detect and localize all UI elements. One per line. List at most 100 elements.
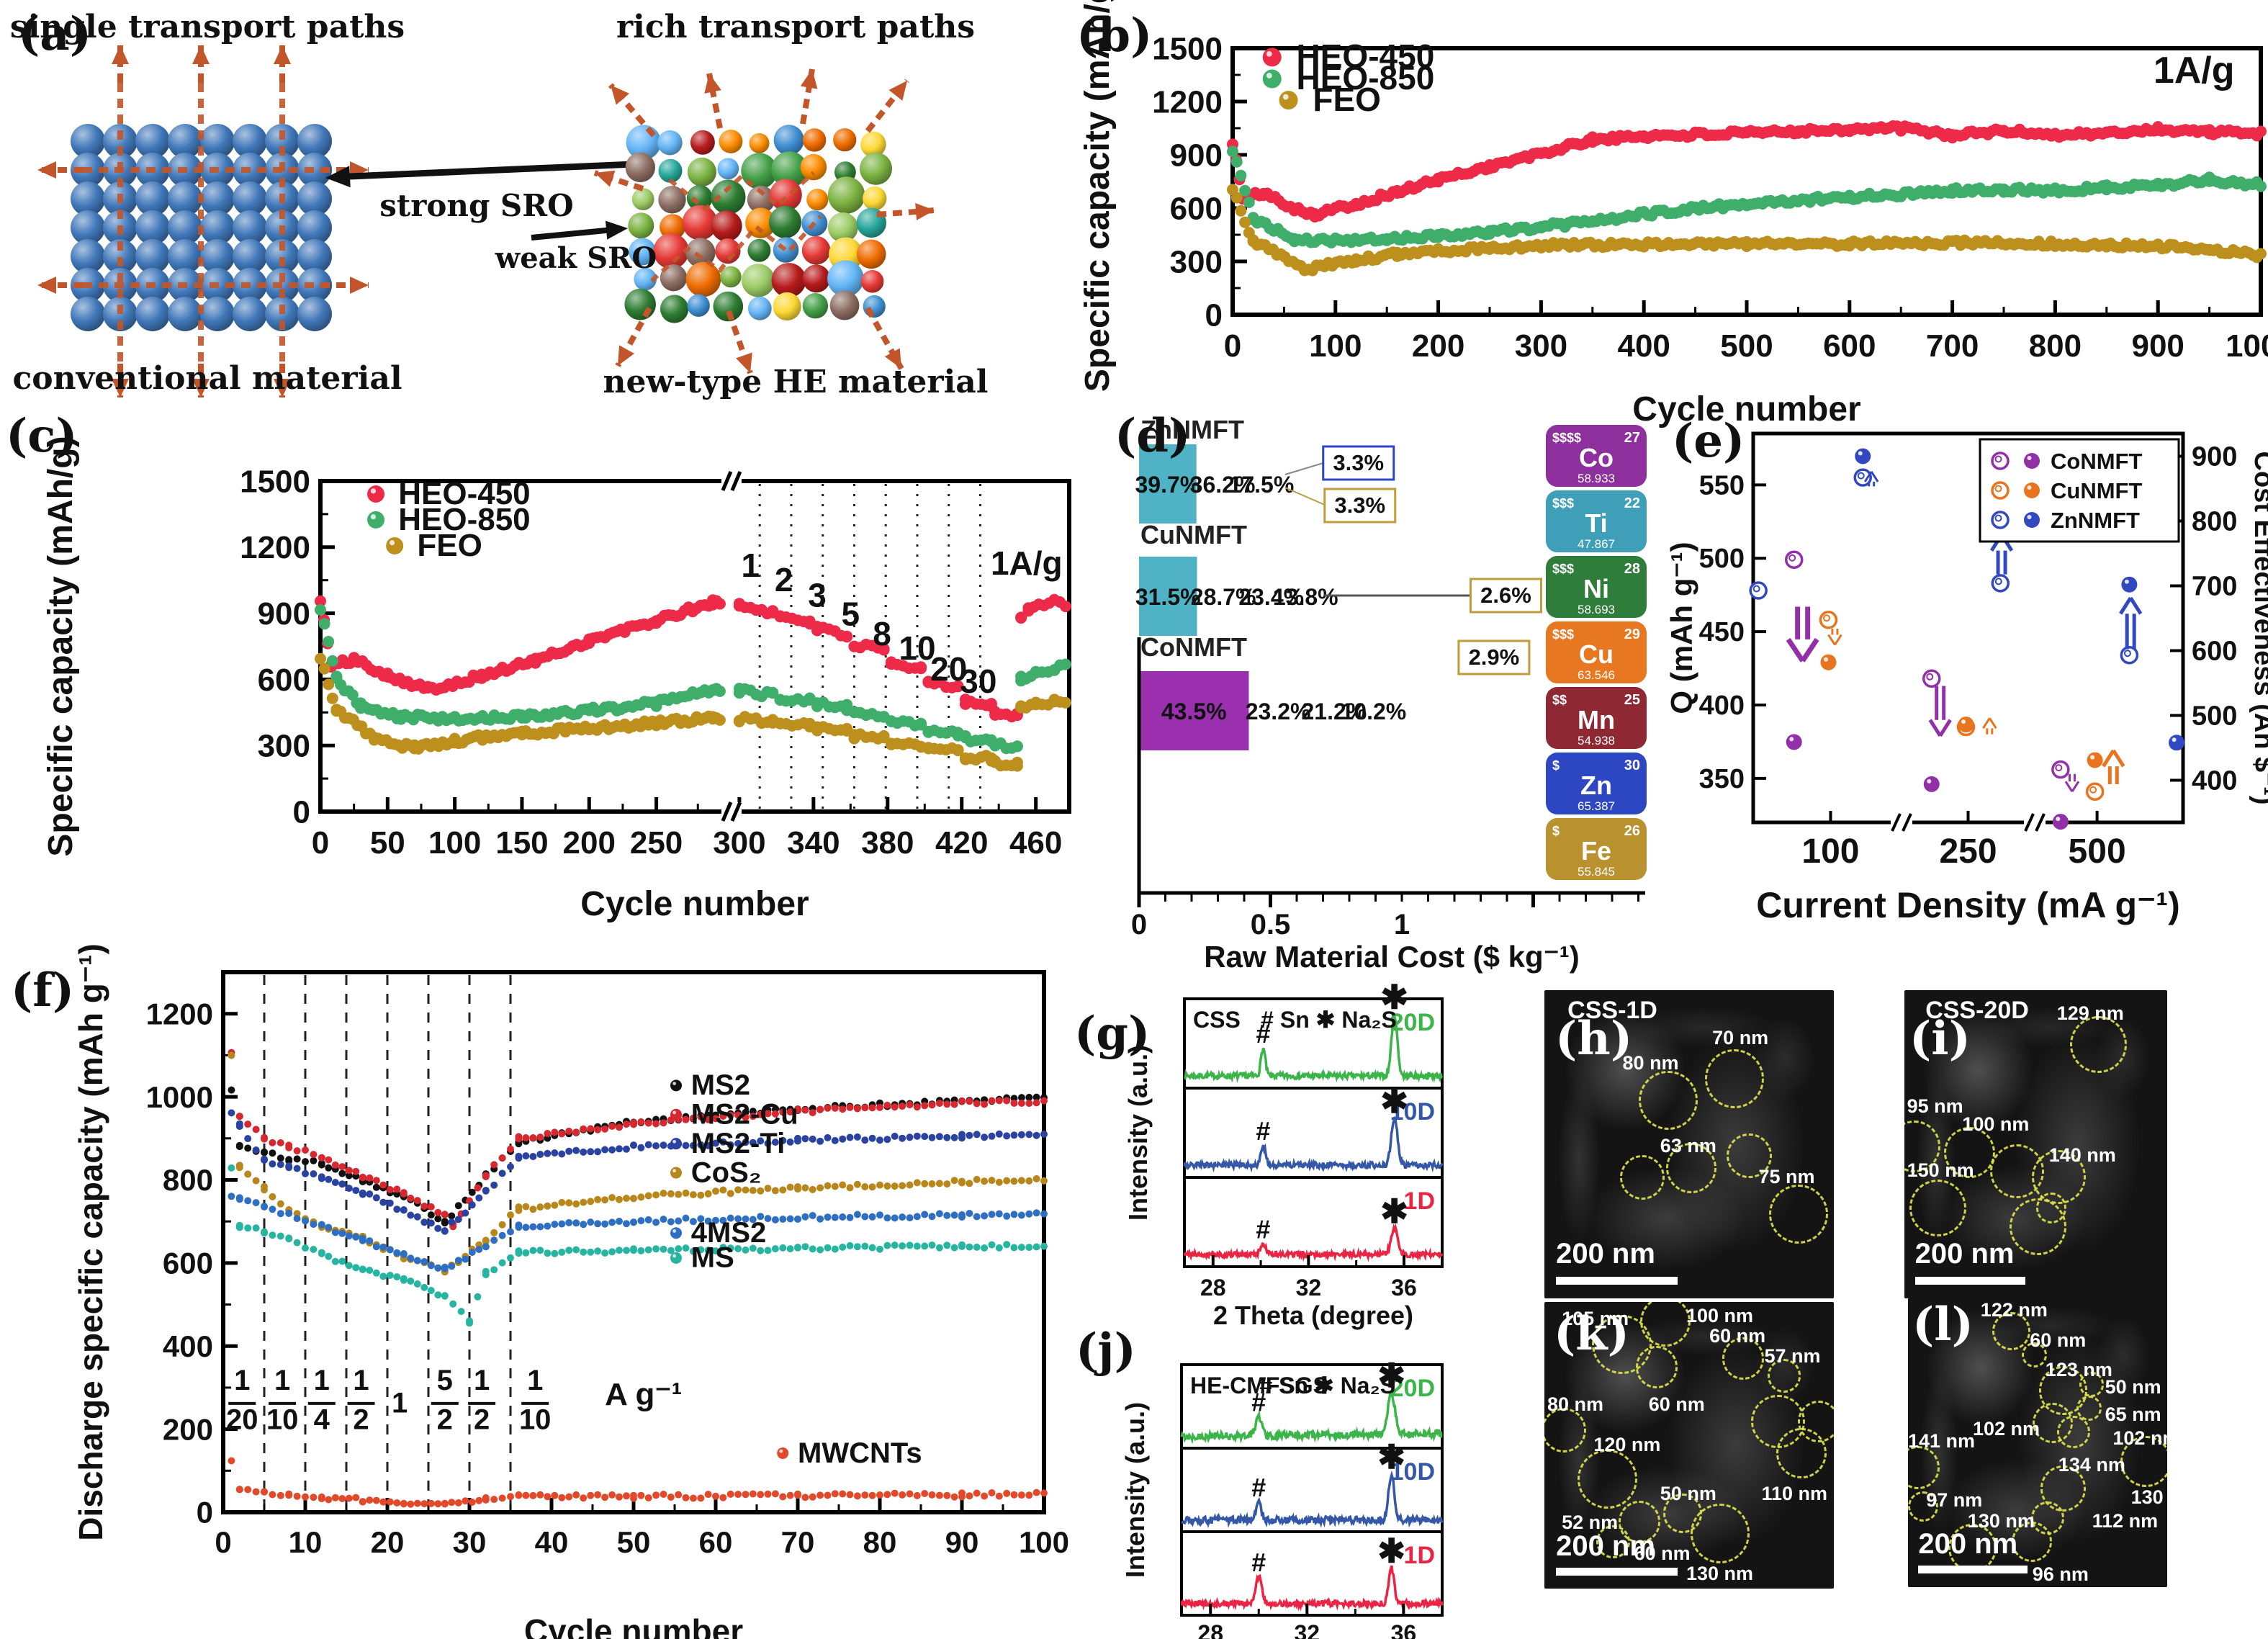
particle-circle bbox=[1908, 1446, 1940, 1490]
particle-size-label: 70 nm bbox=[1712, 1027, 1769, 1049]
svg-text:A g⁻¹: A g⁻¹ bbox=[605, 1377, 682, 1412]
svg-text:10: 10 bbox=[266, 1404, 299, 1436]
svg-text:Ni: Ni bbox=[1583, 574, 1609, 603]
svg-text:600: 600 bbox=[163, 1247, 213, 1280]
particle-circle bbox=[2057, 1415, 2090, 1449]
svg-text:2: 2 bbox=[437, 1404, 453, 1436]
particle-circle bbox=[1722, 1337, 1765, 1380]
particle-circle bbox=[2035, 1193, 2066, 1223]
particle-circle bbox=[1638, 1070, 1698, 1130]
svg-text:$$$: $$$ bbox=[1552, 627, 1574, 642]
series-MS2-Ti bbox=[228, 1109, 1048, 1235]
particle-circle bbox=[2076, 1396, 2102, 1422]
particle-size-label: 141 nm bbox=[1908, 1429, 1976, 1452]
svg-text:17.5%: 17.5% bbox=[1229, 472, 1295, 498]
svg-text:Raw Material Cost ($ kg⁻¹): Raw Material Cost ($ kg⁻¹) bbox=[1204, 940, 1580, 974]
series-HEO-850 bbox=[315, 604, 1071, 755]
svg-text:Fe: Fe bbox=[1581, 836, 1611, 866]
particle-circle bbox=[2069, 1016, 2127, 1074]
particle-size-label: 60 nm bbox=[2030, 1329, 2087, 1351]
svg-text:150: 150 bbox=[495, 825, 548, 861]
particle-circle bbox=[1943, 1126, 1996, 1179]
svg-text:10: 10 bbox=[899, 629, 935, 667]
particle-circle bbox=[1618, 1501, 1660, 1543]
svg-text:23.4%: 23.4% bbox=[1238, 584, 1304, 610]
particle-circle bbox=[2120, 1436, 2167, 1488]
svg-text:#: # bbox=[1256, 1215, 1270, 1244]
svg-text:80: 80 bbox=[863, 1525, 897, 1559]
chart-b: 0 100 200 300 400 500 600 700 800 900 1000 0 300 600 9… bbox=[1079, 0, 2268, 428]
svg-text:MS2: MS2 bbox=[691, 1069, 750, 1101]
svg-text:✱: ✱ bbox=[1377, 1532, 1405, 1570]
particle-size-label: 80 nm bbox=[1622, 1051, 1679, 1074]
particle-circle bbox=[1909, 1180, 1967, 1237]
svg-text:#: # bbox=[1256, 1019, 1270, 1048]
svg-text:20: 20 bbox=[226, 1404, 258, 1436]
svg-text:31.5%: 31.5% bbox=[1135, 584, 1201, 610]
particle-size-label: 122 nm bbox=[1980, 1299, 2048, 1321]
svg-text:rich transport paths: rich transport paths bbox=[616, 9, 975, 45]
particle-size-label: 63 nm bbox=[1660, 1135, 1716, 1157]
particle-circle bbox=[1691, 1504, 1750, 1563]
particle-circle bbox=[1705, 1048, 1765, 1109]
series-FEO bbox=[1227, 184, 2267, 277]
panel-k-tem-image: 105 nm 100 nm 60 nm 57 nm 80 nm 60 nm 120 nm 50… bbox=[1544, 1302, 1834, 1589]
bar-CoNMFT bbox=[1139, 671, 1249, 750]
particle-size-label: 52 nm bbox=[1562, 1511, 1619, 1533]
svg-text:27: 27 bbox=[1624, 430, 1640, 446]
svg-text:1A/g: 1A/g bbox=[991, 544, 1063, 582]
svg-text:36: 36 bbox=[1391, 1620, 1417, 1639]
svg-text:100: 100 bbox=[428, 825, 481, 861]
svg-text:Specific capacity (mAh/g): Specific capacity (mAh/g) bbox=[42, 436, 80, 856]
particle-circle bbox=[1908, 1491, 1938, 1522]
particle-circle bbox=[1767, 1359, 1801, 1393]
svg-text:28: 28 bbox=[1200, 1275, 1226, 1301]
svg-text:✱: ✱ bbox=[1377, 1357, 1405, 1394]
particle-circle bbox=[1592, 1314, 1652, 1374]
svg-text:58.693: 58.693 bbox=[1578, 603, 1615, 616]
svg-text:1200: 1200 bbox=[146, 997, 213, 1030]
svg-text:60: 60 bbox=[699, 1525, 733, 1559]
particle-size-label: 95 nm bbox=[1907, 1095, 1963, 1117]
svg-text:400: 400 bbox=[163, 1329, 213, 1363]
svg-text:# Sn ✱ Na₂S: # Sn ✱ Na₂S bbox=[1261, 1007, 1397, 1033]
scalebar-label: 200 nm bbox=[1556, 1238, 1655, 1270]
svg-text:250: 250 bbox=[1939, 832, 1997, 871]
svg-text:460: 460 bbox=[1009, 825, 1062, 861]
svg-text:65.387: 65.387 bbox=[1578, 799, 1615, 813]
svg-text:1: 1 bbox=[474, 1365, 490, 1396]
svg-text:$: $ bbox=[1552, 824, 1560, 838]
svg-text:✱: ✱ bbox=[1380, 1082, 1408, 1120]
panel-letter-j: (j) bbox=[1076, 1324, 1136, 1378]
svg-text:$$$: $$$ bbox=[1552, 496, 1574, 511]
svg-text:1D: 1D bbox=[1404, 1542, 1435, 1569]
svg-text:58.933: 58.933 bbox=[1578, 472, 1615, 485]
xrd-trace-10D bbox=[1183, 1116, 1444, 1173]
xrd-trace-20D bbox=[1180, 1390, 1443, 1445]
svg-text:70: 70 bbox=[781, 1525, 815, 1559]
svg-text:900: 900 bbox=[2131, 328, 2184, 364]
svg-text:50: 50 bbox=[370, 825, 405, 861]
svg-text:28.7%: 28.7% bbox=[1191, 584, 1256, 610]
svg-text:36.2%: 36.2% bbox=[1190, 472, 1256, 498]
scalebar bbox=[1556, 1568, 1678, 1576]
svg-text:36: 36 bbox=[1391, 1275, 1417, 1301]
svg-text:700: 700 bbox=[2192, 572, 2237, 602]
svg-text:Cycle number: Cycle number bbox=[1632, 390, 1860, 428]
panel-d-cost-bars: ZnNMFT 39.7% 36.2% 17.5% 3.3% 3.3% CuNMFT 31.5%… bbox=[1112, 415, 1660, 979]
svg-text:0: 0 bbox=[197, 1496, 213, 1530]
svg-text:30: 30 bbox=[453, 1525, 487, 1559]
svg-text:single transport paths: single transport paths bbox=[10, 9, 405, 45]
svg-text:55.845: 55.845 bbox=[1578, 865, 1615, 879]
tem-title: CSS-1D bbox=[1567, 996, 1657, 1024]
svg-text:26: 26 bbox=[1624, 823, 1640, 839]
svg-text:ZnNMFT: ZnNMFT bbox=[1140, 415, 1244, 444]
svg-text:340: 340 bbox=[787, 825, 840, 861]
scalebar bbox=[1918, 1566, 2028, 1574]
particle-size-label: 112 nm bbox=[2092, 1509, 2159, 1532]
series-HEO-850 bbox=[1227, 145, 2267, 248]
svg-text:28: 28 bbox=[1624, 561, 1640, 577]
